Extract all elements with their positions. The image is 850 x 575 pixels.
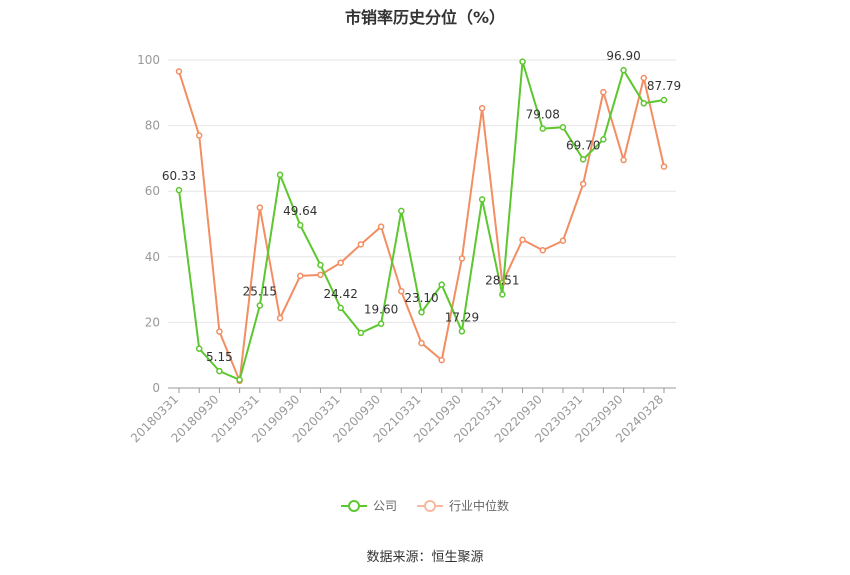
industry-data-point bbox=[256, 204, 264, 211]
y-tick-label: 80 bbox=[145, 119, 160, 133]
y-tick-label: 20 bbox=[145, 315, 160, 329]
company-data-point bbox=[357, 329, 365, 337]
company-data-point bbox=[660, 96, 668, 104]
company-data-point bbox=[195, 345, 203, 352]
industry-data-point bbox=[398, 287, 405, 295]
industry-data-point bbox=[216, 328, 223, 335]
company-data-point bbox=[216, 367, 223, 375]
company-data-label: 5.15 bbox=[206, 350, 233, 364]
company-data-label: 28.51 bbox=[485, 273, 519, 287]
company-data-label: 79.08 bbox=[526, 108, 560, 122]
legend-company-icon bbox=[340, 499, 367, 513]
company-data-point bbox=[236, 376, 243, 384]
industry-data-point bbox=[539, 246, 546, 254]
company-series-line bbox=[178, 60, 665, 381]
chart-title: 市销率历史分位（%） bbox=[344, 8, 506, 27]
data-source: 数据来源：恒生聚源 bbox=[366, 550, 484, 565]
company-data-label: 87.79 bbox=[647, 79, 681, 93]
company-data-point bbox=[418, 308, 425, 316]
company-data-point bbox=[438, 281, 445, 288]
industry-data-point bbox=[640, 74, 648, 82]
industry-data-point bbox=[438, 356, 445, 364]
company-data-point bbox=[579, 156, 587, 163]
company-data-point bbox=[317, 261, 324, 269]
industry-data-point bbox=[478, 104, 486, 112]
company-data-point bbox=[559, 123, 567, 131]
industry-data-point bbox=[559, 237, 567, 244]
legend: 公司 行业中位数 bbox=[0, 497, 850, 514]
industry-data-point bbox=[418, 339, 425, 347]
company-data-label: 23.10 bbox=[404, 291, 438, 305]
y-tick-label: 40 bbox=[145, 250, 160, 264]
y-tick-label: 100 bbox=[137, 53, 160, 67]
industry-data-point bbox=[660, 163, 668, 170]
legend-item-industry-median[interactable]: 行业中位数 bbox=[417, 497, 509, 514]
industry-data-point bbox=[297, 272, 304, 280]
legend-industry-label: 行业中位数 bbox=[449, 499, 510, 513]
company-data-point bbox=[276, 171, 284, 179]
company-data-point bbox=[377, 320, 385, 327]
company-data-label: 25.15 bbox=[243, 285, 277, 299]
company-data-point bbox=[297, 221, 304, 229]
industry-data-point bbox=[317, 271, 324, 279]
company-data-point bbox=[499, 291, 506, 298]
industry-data-point bbox=[276, 314, 284, 322]
legend-company-label: 公司 bbox=[372, 499, 397, 513]
company-data-point bbox=[256, 302, 264, 309]
industry-data-point bbox=[175, 68, 183, 75]
industry-data-point bbox=[357, 241, 365, 248]
y-tick-label: 60 bbox=[145, 184, 160, 198]
company-data-point bbox=[458, 328, 466, 335]
industry-data-point bbox=[600, 88, 607, 96]
industry-data-point bbox=[579, 180, 587, 188]
company-data-label: 17.29 bbox=[445, 310, 479, 324]
company-data-point bbox=[539, 125, 546, 132]
company-data-label: 96.90 bbox=[606, 49, 640, 63]
company-data-point bbox=[600, 136, 607, 143]
company-data-point bbox=[175, 186, 183, 194]
industry-data-point bbox=[519, 236, 526, 243]
industry-data-point bbox=[337, 259, 344, 266]
industry-data-point bbox=[620, 156, 627, 164]
company-data-point bbox=[519, 58, 526, 65]
industry-data-point bbox=[458, 255, 466, 262]
company-data-point bbox=[337, 304, 344, 312]
company-data-label: 49.64 bbox=[283, 204, 317, 218]
company-data-point bbox=[398, 207, 405, 215]
company-data-point bbox=[620, 66, 627, 74]
industry-data-point bbox=[195, 132, 203, 139]
company-data-point bbox=[640, 100, 648, 107]
company-data-label: 19.60 bbox=[364, 303, 398, 317]
company-data-label: 24.42 bbox=[323, 287, 357, 301]
legend-industry-icon bbox=[417, 499, 443, 513]
legend-item-company[interactable]: 公司 bbox=[340, 497, 397, 514]
company-data-label: 69.70 bbox=[566, 138, 600, 152]
company-data-point bbox=[478, 196, 486, 203]
industry-data-point bbox=[377, 223, 385, 230]
y-tick-label: 0 bbox=[152, 381, 160, 395]
company-data-label: 60.33 bbox=[162, 169, 196, 183]
